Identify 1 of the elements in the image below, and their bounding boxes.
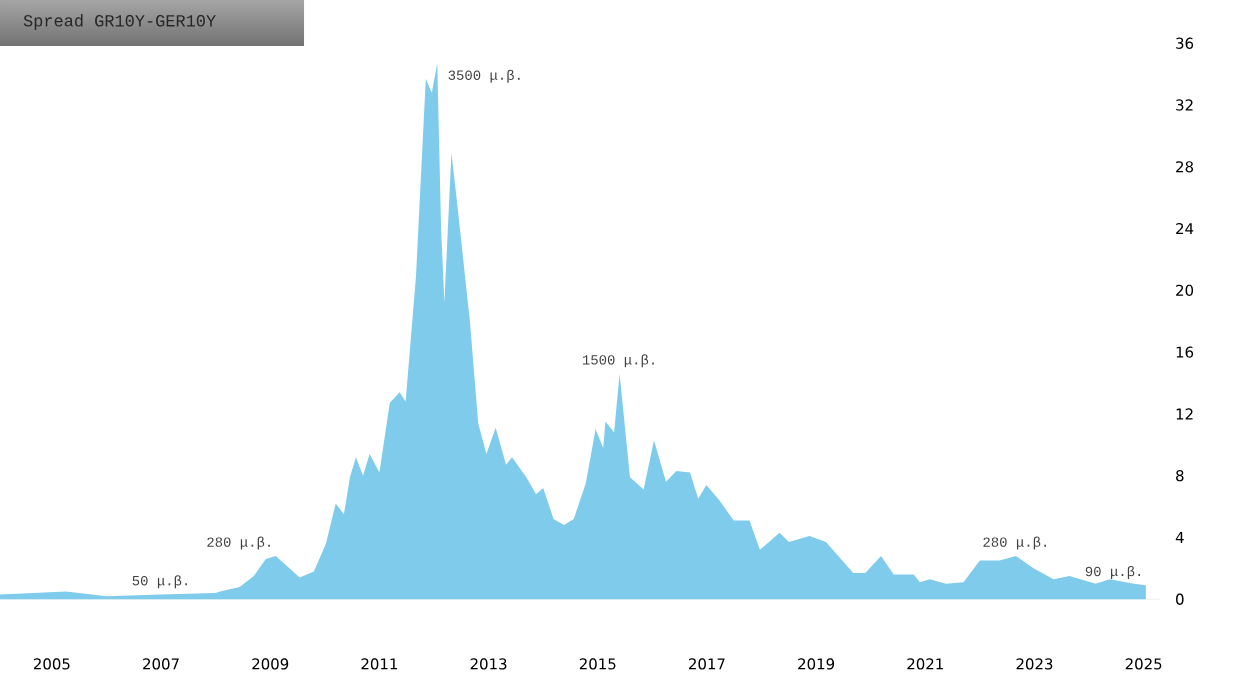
chart-title: Spread GR10Y-GER10Y xyxy=(23,14,216,30)
